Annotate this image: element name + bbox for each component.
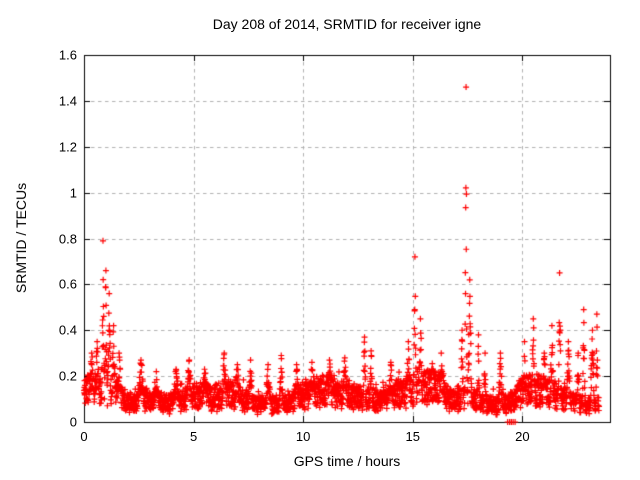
x-tick-label: 20 <box>515 429 530 444</box>
x-tick-label: 10 <box>295 429 311 444</box>
x-tick-label: 15 <box>405 429 420 444</box>
y-tick-label: 1 <box>69 185 77 201</box>
y-tick-label: 0.2 <box>58 368 77 384</box>
y-tick-label: 0.6 <box>58 276 77 292</box>
y-tick-label: 1.4 <box>58 93 77 109</box>
y-tick-label: 1.2 <box>58 139 77 155</box>
y-tick-label: 1.6 <box>58 47 77 63</box>
x-axis-label: GPS time / hours <box>293 453 401 469</box>
y-tick-label: 0.8 <box>58 231 77 246</box>
x-tick-label: 0 <box>80 429 88 444</box>
chart-title: Day 208 of 2014, SRMTID for receiver ign… <box>212 16 482 32</box>
x-tick-label: 5 <box>189 429 198 444</box>
y-tick-label: 0 <box>69 414 77 430</box>
y-tick-label: 0.4 <box>58 322 77 338</box>
